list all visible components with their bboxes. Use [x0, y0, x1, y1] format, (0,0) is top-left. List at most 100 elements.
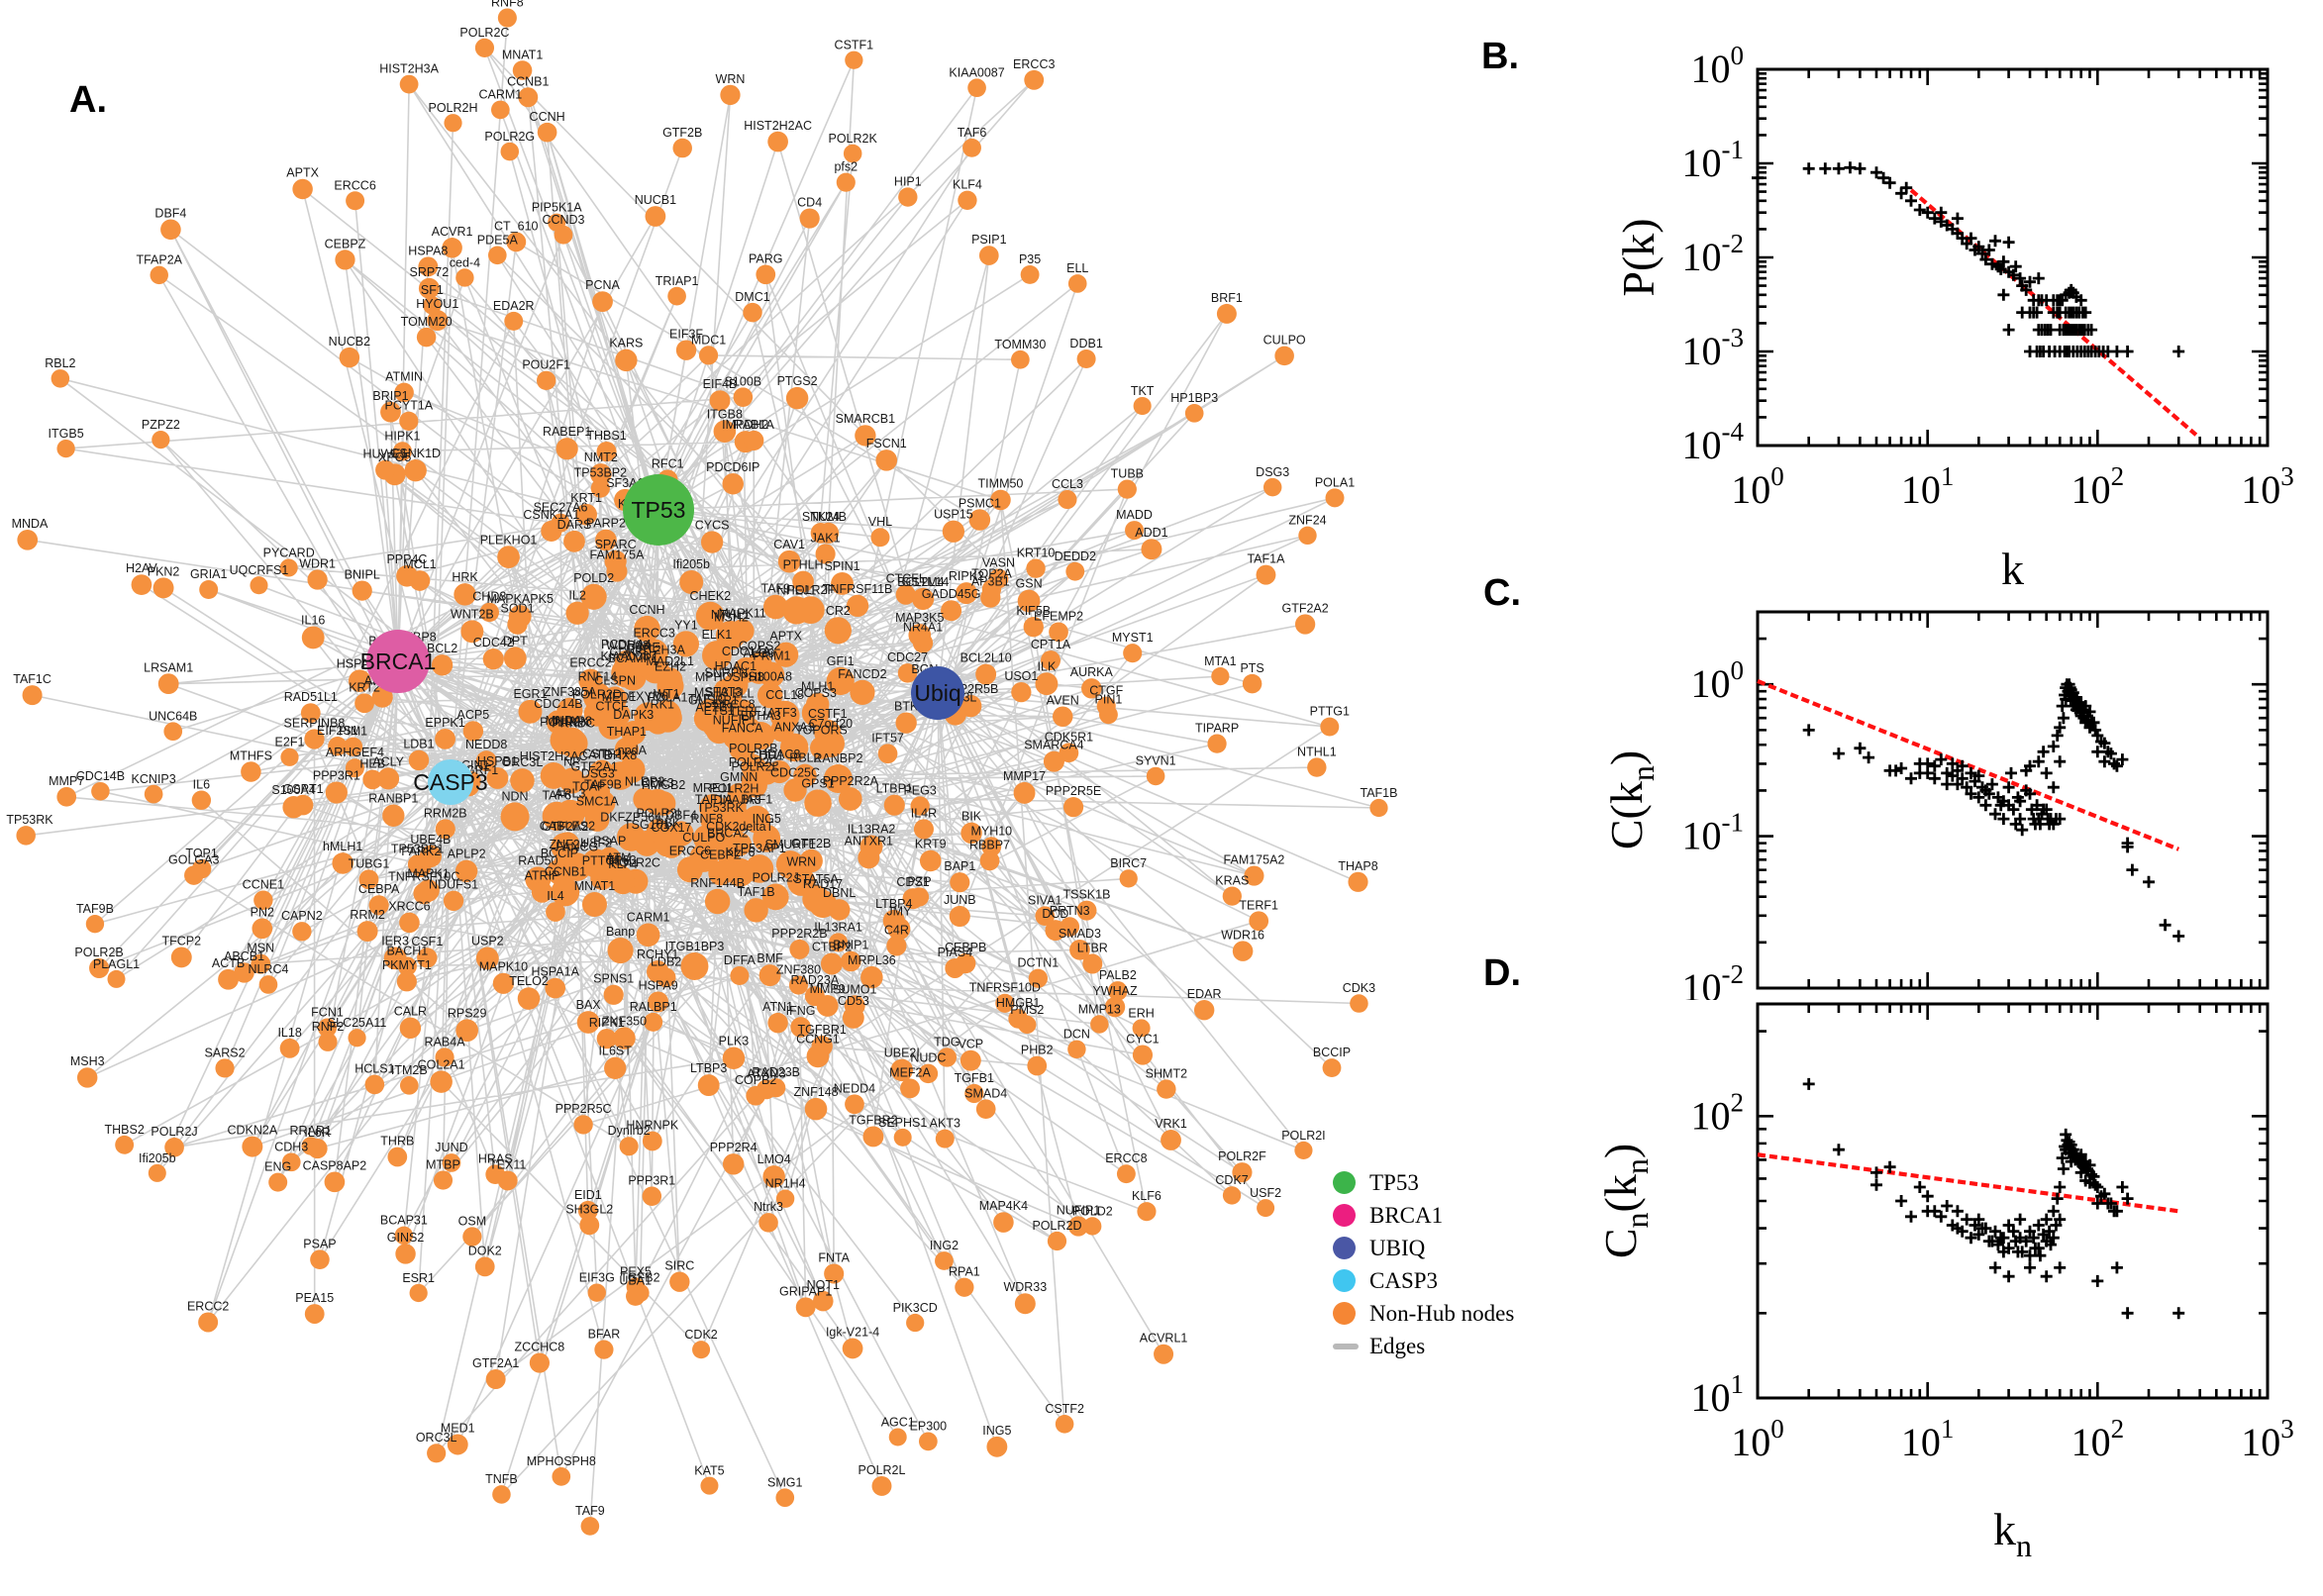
gene-node: [443, 890, 464, 911]
gene-label: VASN: [982, 556, 1015, 570]
gene-node: [234, 962, 254, 983]
gene-node: [427, 1444, 447, 1463]
gene-node: [888, 1428, 907, 1446]
gene-label: POLR2K: [829, 132, 878, 146]
gene-label: SUMO1: [833, 982, 877, 996]
gene-label: PSAP: [593, 835, 626, 848]
gene-node: [558, 767, 585, 794]
gene-label: LTBR: [1077, 941, 1108, 954]
gene-node: [444, 114, 462, 133]
gene-label: TNFRSF10C: [388, 870, 459, 884]
tick-label: 102: [2071, 1414, 2125, 1464]
gene-label: ORC3L: [416, 1431, 457, 1445]
panel-b-label: B.: [1481, 36, 1519, 77]
gene-label: TOP2A: [971, 566, 1012, 580]
gene-label: CTBP2: [812, 940, 852, 953]
gene-label: YY1: [674, 618, 698, 632]
gene-label: Igk-V21-4: [826, 1326, 879, 1340]
gene-node: [816, 995, 839, 1017]
gene-node: [22, 685, 43, 706]
gene-label: IL4R: [911, 806, 937, 820]
gene-label: ITGB1BP3: [665, 940, 725, 953]
gene-label: AURKA: [1070, 665, 1114, 679]
gene-node: [745, 854, 774, 883]
gene-node: [824, 1263, 845, 1284]
gene-node: [1249, 911, 1269, 932]
gene-label: ERCC6: [334, 178, 375, 192]
gene-label: BAP1: [944, 859, 975, 873]
gene-label: PPP2R5E: [1046, 784, 1101, 798]
gene-label: POLR2J: [753, 870, 799, 884]
gene-label: USF2: [580, 837, 612, 850]
gene-node: [631, 1283, 650, 1303]
gene-label: RRM2B: [424, 806, 467, 820]
gene-node: [1035, 906, 1056, 926]
gene-label: RIPK1: [589, 1016, 625, 1030]
gene-label: NOT1: [807, 1278, 840, 1292]
gene-node: [960, 822, 982, 845]
gene-node: [906, 1313, 925, 1333]
gene-node: [692, 1341, 711, 1359]
gene-node: [1125, 521, 1145, 541]
gene-node: [1013, 781, 1036, 804]
gene-label: ETS1: [704, 704, 735, 718]
gene-label: TGFBR1: [798, 1023, 847, 1037]
gene-label: KRT2: [349, 680, 380, 694]
gene-node: [427, 310, 449, 332]
gene-node: [758, 964, 781, 987]
gene-node: [1083, 1217, 1102, 1236]
gene-label: MED1: [441, 1422, 475, 1436]
gene-label: IL16: [301, 614, 325, 628]
gene-node: [652, 700, 682, 730]
gene-node: [619, 1137, 639, 1156]
gene-node: [375, 459, 395, 480]
gene-label: CDC14B: [534, 697, 582, 711]
gene-node: [292, 794, 314, 816]
gene-label: PRKDC: [552, 716, 595, 730]
gene-node: [713, 420, 737, 444]
hub-node-ubiq: [911, 666, 964, 720]
tick-label: 100: [1731, 1414, 1784, 1464]
gene-label: SIVA1: [1028, 893, 1062, 907]
gene-node: [492, 972, 514, 994]
gene-label: RALBP1: [630, 1000, 677, 1014]
panel-d-label: D.: [1483, 952, 1521, 994]
gene-label: MMP13: [1078, 1002, 1121, 1016]
gene-label: UQCRFS1: [230, 563, 289, 577]
gene-label: PEG3: [903, 783, 936, 797]
gene-node: [1081, 678, 1102, 699]
gene-label: TUBG1: [349, 856, 390, 870]
gene-node: [978, 246, 999, 265]
gene-label: FXYD6: [628, 689, 667, 703]
gene-label: BIK: [961, 810, 982, 824]
gene-node: [775, 850, 805, 879]
gene-node: [507, 614, 528, 635]
gene-label: MDC1: [691, 333, 726, 347]
gene-label: NUCB1: [635, 193, 676, 207]
gene-label: HMGB1: [996, 996, 1041, 1010]
gene-node: [454, 583, 476, 606]
gene-label: CSTF2: [582, 748, 622, 761]
gene-label: PDE5A: [477, 233, 519, 247]
legend-item-ubiq: UBIQ: [1333, 1232, 1514, 1264]
gene-label: MMP17: [1003, 769, 1046, 783]
gene-label: RBL2: [789, 751, 820, 765]
gene-node: [580, 583, 607, 610]
gene-label: IL18: [277, 1026, 301, 1040]
gene-node: [1123, 644, 1143, 663]
gene-label: BRF1: [1211, 291, 1243, 305]
gene-label: PZP: [907, 874, 931, 888]
gene-node: [603, 686, 628, 711]
gene-label: SERPINB8: [284, 716, 346, 730]
gene-label: IER3: [381, 934, 409, 948]
gene-label: IL6ST: [599, 1045, 633, 1058]
gene-label: WDR33: [606, 639, 650, 652]
gene-node: [301, 1137, 320, 1155]
gene-label: Ifi205b: [139, 1151, 176, 1165]
gene-label: LDB2: [651, 955, 681, 969]
gene-node: [893, 1128, 912, 1147]
gene-label: ATM: [606, 851, 631, 865]
gene-node: [581, 891, 607, 917]
gene-label: HIST2H3A: [626, 643, 685, 656]
gene-node: [462, 1227, 482, 1247]
